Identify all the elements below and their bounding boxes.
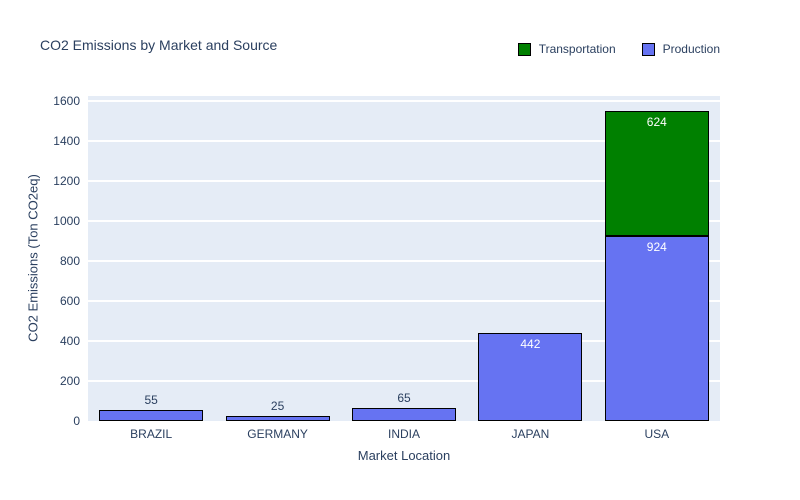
y-tick-label: 800 [59, 254, 80, 268]
x-tick-label-brazil: BRAZIL [130, 427, 173, 441]
legend-label: Production [662, 42, 720, 56]
y-tick-label: 1000 [53, 214, 80, 228]
x-tick-label-germany: GERMANY [247, 427, 308, 441]
gridline [88, 380, 720, 382]
bar-value-label: 924 [646, 240, 667, 255]
y-tick-label: 400 [59, 334, 80, 348]
production-swatch-icon [641, 42, 655, 56]
gridline [88, 100, 720, 102]
gridline [88, 260, 720, 262]
gridline [88, 220, 720, 222]
bar-usa-production[interactable] [604, 236, 709, 421]
bar-usa-transportation[interactable] [604, 111, 709, 237]
gridline [88, 340, 720, 342]
y-tick-label: 600 [59, 294, 80, 308]
bar-value-label: 55 [144, 393, 158, 407]
bar-value-label: 442 [520, 336, 541, 351]
transportation-swatch-icon [517, 42, 531, 56]
legend: Transportation Production [517, 42, 720, 56]
gridline [88, 140, 720, 142]
legend-item-transportation[interactable]: Transportation [517, 42, 616, 56]
bar-value-label: 624 [646, 115, 667, 130]
y-tick-label: 1600 [53, 94, 80, 108]
y-tick-label: 1400 [53, 134, 80, 148]
x-tick-label-india: INDIA [387, 427, 420, 441]
legend-label: Transportation [538, 42, 616, 56]
bar-value-label: 25 [270, 399, 285, 413]
bar-germany-production[interactable] [225, 416, 330, 421]
bar-india-production[interactable] [352, 408, 456, 421]
chart-title: CO2 Emissions by Market and Source [40, 37, 278, 53]
bar-value-label: 65 [397, 391, 411, 405]
bar-brazil-production[interactable] [99, 410, 204, 421]
gridline [88, 180, 720, 182]
bar-japan-production[interactable] [478, 332, 583, 421]
y-tick-label: 0 [73, 414, 80, 428]
y-tick-label: 1200 [53, 174, 80, 188]
x-tick-label-japan: JAPAN [511, 427, 550, 441]
gridline [88, 300, 720, 302]
legend-item-production[interactable]: Production [641, 42, 720, 56]
x-tick-label-usa: USA [644, 427, 670, 441]
x-axis-title: Market Location [357, 448, 451, 463]
plot-area[interactable]: 55 25 65 442 924 624 [88, 96, 720, 421]
y-tick-label: 200 [59, 374, 80, 388]
